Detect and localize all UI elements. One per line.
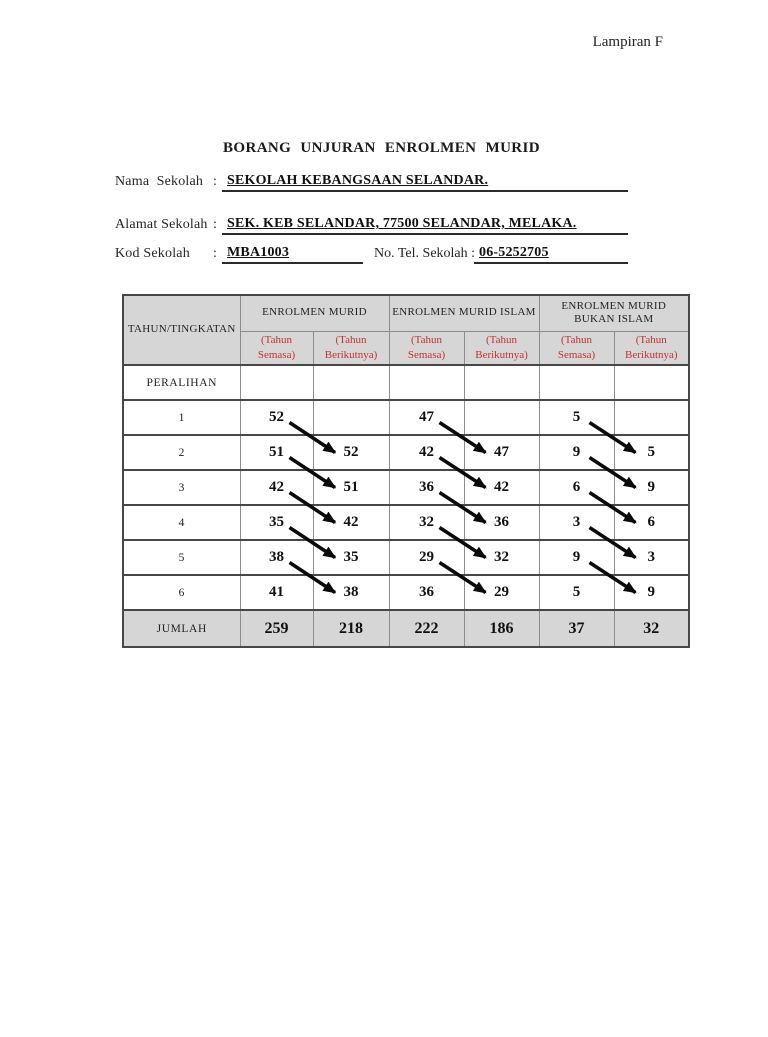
table-cell: 5: [538, 399, 615, 436]
table-cell: 29: [388, 539, 465, 576]
table-cell: 9: [538, 539, 615, 576]
nama-sekolah-value: SEKOLAH KEBANGSAAN SELANDAR.: [222, 173, 628, 192]
field-row-nama: Nama Sekolah : SEKOLAH KEBANGSAAN SELAND…: [0, 173, 768, 194]
row-label: 3: [122, 469, 241, 506]
table-cell: 218: [312, 609, 390, 648]
table-cell: 35: [239, 504, 314, 541]
sub-header-tahun-semasa: (Tahun Semasa): [388, 330, 465, 366]
kod-sekolah-label: Kod Sekolah: [115, 246, 190, 261]
page-title: BORANG UNJURAN ENROLMEN MURID: [223, 140, 541, 156]
no-tel-sekolah-value: 06-5252705: [474, 245, 628, 264]
table-cell: 36: [463, 504, 540, 541]
table-cell: 42: [463, 469, 540, 506]
colon-separator: :: [213, 174, 217, 189]
table-cell: [312, 364, 390, 401]
alamat-sekolah-value: SEK. KEB SELANDAR, 77500 SELANDAR, MELAK…: [222, 216, 628, 235]
table-cell: 9: [613, 574, 690, 611]
table-cell: 51: [239, 434, 314, 471]
nama-sekolah-label: Nama Sekolah: [115, 174, 204, 189]
table-row: PERALIHAN: [122, 364, 690, 401]
table-cell: [388, 364, 465, 401]
table-cell: 222: [388, 609, 465, 648]
field-row-alamat: Alamat Sekolah : SEK. KEB SELANDAR, 7750…: [0, 216, 768, 237]
row-label: 2: [122, 434, 241, 471]
table-cell: 5: [613, 434, 690, 471]
group-header-enrolmen-murid-bukan-islam: ENROLMEN MURID BUKAN ISLAM: [538, 294, 690, 332]
attachment-label: Lampiran F: [592, 34, 663, 50]
table-cell: 35: [312, 539, 390, 576]
table-row: 2 51 52 42 47 9 5: [122, 434, 690, 471]
row-label: 4: [122, 504, 241, 541]
table-cell: [239, 364, 314, 401]
table-cell: 3: [613, 539, 690, 576]
table-row: 4 35 42 32 36 3 6: [122, 504, 690, 541]
sub-header-tahun-berikutnya: (Tahun Berikutnya): [613, 330, 690, 366]
table-total-row: JUMLAH 259 218 222 186 37 32: [122, 609, 690, 648]
column-header-tahun-tingkatan: TAHUN/TINGKATAN: [122, 294, 241, 366]
table-cell: [613, 364, 690, 401]
table-cell: 9: [613, 469, 690, 506]
table-cell: 36: [388, 469, 465, 506]
sub-header-tahun-berikutnya: (Tahun Berikutnya): [463, 330, 540, 366]
colon-separator: :: [213, 217, 217, 232]
table-cell: 42: [312, 504, 390, 541]
table-header: TAHUN/TINGKATAN ENROLMEN MURID ENROLMEN …: [122, 294, 690, 366]
colon-separator: :: [213, 246, 217, 261]
table-cell: [613, 399, 690, 436]
alamat-sekolah-label: Alamat Sekolah: [115, 217, 208, 232]
table-cell: 42: [239, 469, 314, 506]
table-cell: 38: [239, 539, 314, 576]
table-cell: 51: [312, 469, 390, 506]
table-row: 1 52 47 5: [122, 399, 690, 436]
table-cell: [463, 364, 540, 401]
row-label: 5: [122, 539, 241, 576]
table-row: 5 38 35 29 32 9 3: [122, 539, 690, 576]
table-cell: 9: [538, 434, 615, 471]
group-header-enrolmen-murid: ENROLMEN MURID: [239, 294, 390, 332]
table-cell: 5: [538, 574, 615, 611]
table-cell: 41: [239, 574, 314, 611]
sub-header-tahun-berikutnya: (Tahun Berikutnya): [312, 330, 390, 366]
enrolment-projection-table: TAHUN/TINGKATAN ENROLMEN MURID ENROLMEN …: [122, 294, 691, 648]
table-cell: 3: [538, 504, 615, 541]
table-cell: 6: [613, 504, 690, 541]
sub-header-tahun-semasa: (Tahun Semasa): [239, 330, 314, 366]
table-cell: 47: [463, 434, 540, 471]
table-cell: 6: [538, 469, 615, 506]
kod-sekolah-value: MBA1003: [222, 245, 363, 264]
row-label: 1: [122, 399, 241, 436]
table-cell: [538, 364, 615, 401]
table-cell: 47: [388, 399, 465, 436]
field-row-kod: Kod Sekolah : MBA1003 No. Tel. Sekolah :…: [0, 245, 768, 266]
table-row: 6 41 38 36 29 5 9: [122, 574, 690, 611]
table-cell: 42: [388, 434, 465, 471]
row-label: JUMLAH: [122, 609, 241, 648]
table-cell: 259: [239, 609, 314, 648]
table-cell: 52: [312, 434, 390, 471]
table-cell: 32: [388, 504, 465, 541]
table-body: PERALIHAN 1 52 47 5 2 51 52 42 47 9 5 3 42 51 36 42 6 9 4 35…: [122, 364, 690, 648]
table-cell: 52: [239, 399, 314, 436]
table-cell: 36: [388, 574, 465, 611]
table-cell: 32: [613, 609, 690, 648]
row-label: PERALIHAN: [122, 364, 241, 401]
table-cell: 37: [538, 609, 615, 648]
table-cell: [463, 399, 540, 436]
sub-header-tahun-semasa: (Tahun Semasa): [538, 330, 615, 366]
table-cell: 32: [463, 539, 540, 576]
table-row: 3 42 51 36 42 6 9: [122, 469, 690, 506]
group-header-enrolmen-murid-islam: ENROLMEN MURID ISLAM: [388, 294, 540, 332]
table-cell: 29: [463, 574, 540, 611]
table-cell: 38: [312, 574, 390, 611]
no-tel-sekolah-label: No. Tel. Sekolah :: [374, 246, 476, 261]
table-cell: 186: [463, 609, 540, 648]
table-cell: [312, 399, 390, 436]
row-label: 6: [122, 574, 241, 611]
